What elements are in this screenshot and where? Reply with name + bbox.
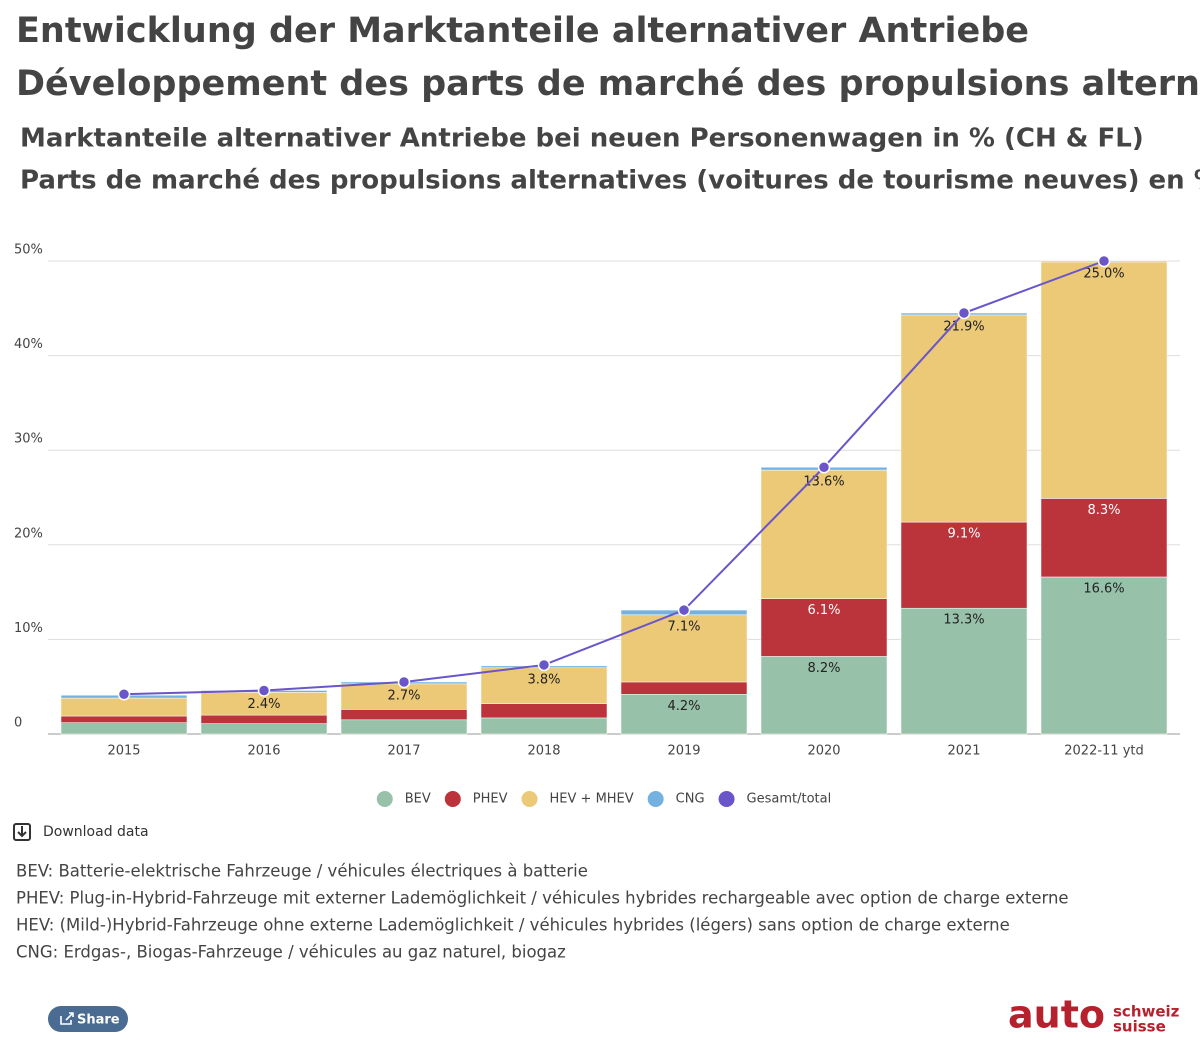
chart-title: Développement des parts de marché des pr… — [16, 64, 1200, 104]
data-label: 2.7% — [387, 688, 420, 703]
data-label: 2.4% — [247, 697, 280, 712]
bar-segment — [760, 469, 888, 599]
bar-segment — [1040, 498, 1168, 578]
x-tick-label: 2017 — [387, 744, 420, 759]
legend-label[interactable]: BEV — [405, 792, 431, 807]
legend-label[interactable]: CNG — [676, 792, 705, 807]
legend-swatch — [521, 791, 538, 807]
data-label: 4.2% — [667, 699, 700, 714]
bar-segment — [60, 697, 188, 717]
y-tick-label: 0 — [14, 716, 22, 731]
data-label: 3.8% — [527, 672, 560, 687]
line-point — [257, 684, 271, 697]
y-tick-label: 40% — [14, 337, 43, 352]
y-tick-label: 10% — [14, 621, 43, 636]
x-tick-label: 2016 — [247, 744, 280, 759]
data-label: 8.2% — [807, 661, 840, 676]
legend-item: PHEV — [444, 791, 508, 807]
legend-label[interactable]: Gesamt/total — [747, 792, 832, 807]
logo: suisse — [1113, 1018, 1166, 1036]
bar-segment — [60, 722, 188, 735]
logo: schweiz — [1113, 1003, 1180, 1021]
bar-segment — [480, 667, 608, 704]
bar-segment — [620, 681, 748, 695]
x-tick-label: 2015 — [107, 744, 140, 759]
y-tick-label: 30% — [14, 432, 43, 447]
legend-swatch — [647, 791, 664, 807]
x-tick-label: 2022-11 ytd — [1064, 744, 1144, 759]
line-point — [957, 306, 971, 320]
data-label: 8.3% — [1087, 503, 1120, 518]
footnote: BEV: Batterie-elektrische Fahrzeuge / vé… — [16, 862, 588, 881]
y-tick-label: 50% — [14, 243, 43, 258]
legend-item: CNG — [647, 791, 705, 807]
legend-item: Gesamt/total — [718, 791, 832, 807]
data-label: 13.3% — [943, 613, 984, 628]
bar-segment — [200, 723, 328, 735]
legend-swatch — [444, 791, 461, 807]
line-point — [1097, 254, 1111, 268]
data-label: 9.1% — [947, 527, 980, 542]
line-point — [397, 675, 411, 689]
bar-segment — [900, 314, 1028, 523]
x-tick-label: 2019 — [667, 744, 700, 759]
bar-segment — [200, 714, 328, 724]
bar-segment — [480, 717, 608, 735]
bar-segment — [340, 719, 468, 735]
legend-item: BEV — [376, 791, 431, 807]
footnote: HEV: (Mild-)Hybrid-Fahrzeuge ohne extern… — [16, 916, 1010, 935]
legend-swatch — [718, 791, 735, 807]
legend-item: HEV + MHEV — [521, 791, 634, 807]
logo: auto — [1008, 993, 1105, 1037]
legend-swatch — [376, 791, 393, 807]
line-point — [117, 688, 131, 701]
y-tick-label: 20% — [14, 526, 43, 541]
footnote: CNG: Erdgas-, Biogas-Fahrzeuge / véhicul… — [16, 943, 566, 962]
data-label: 7.1% — [667, 619, 700, 634]
bar-segment — [340, 709, 468, 721]
legend-label[interactable]: HEV + MHEV — [550, 792, 634, 807]
legend-label[interactable]: PHEV — [473, 792, 508, 807]
bar-segment — [900, 607, 1028, 735]
data-label: 21.9% — [943, 319, 984, 334]
x-tick-label: 2018 — [527, 744, 560, 759]
line-point — [537, 658, 551, 672]
share-label[interactable]: Share — [77, 1013, 120, 1028]
line-point — [677, 603, 691, 617]
x-tick-label: 2021 — [947, 744, 980, 759]
data-label: 25.0% — [1083, 266, 1124, 281]
chart-subtitle: Parts de marché des propulsions alternat… — [20, 166, 1200, 196]
line — [123, 260, 1105, 696]
chart-subtitle: Marktanteile alternativer Antriebe bei n… — [20, 124, 1144, 154]
share-button[interactable] — [48, 1006, 128, 1032]
share-icon — [60, 1012, 74, 1025]
bar-segment — [480, 703, 608, 719]
footnote: PHEV: Plug-in-Hybrid-Fahrzeuge mit exter… — [16, 889, 1069, 908]
download-icon[interactable] — [13, 823, 31, 841]
data-label: 16.6% — [1083, 581, 1124, 596]
data-label: 6.1% — [807, 603, 840, 618]
chart-title: Entwicklung der Marktanteile alternative… — [16, 11, 1029, 51]
bar-segment — [60, 715, 188, 723]
bar-segment — [1040, 576, 1168, 735]
download-link[interactable]: Download data — [43, 824, 149, 840]
x-tick-label: 2020 — [807, 744, 840, 759]
bar-segment — [1040, 261, 1168, 499]
bar-segment — [900, 521, 1028, 609]
line-point — [817, 460, 831, 474]
